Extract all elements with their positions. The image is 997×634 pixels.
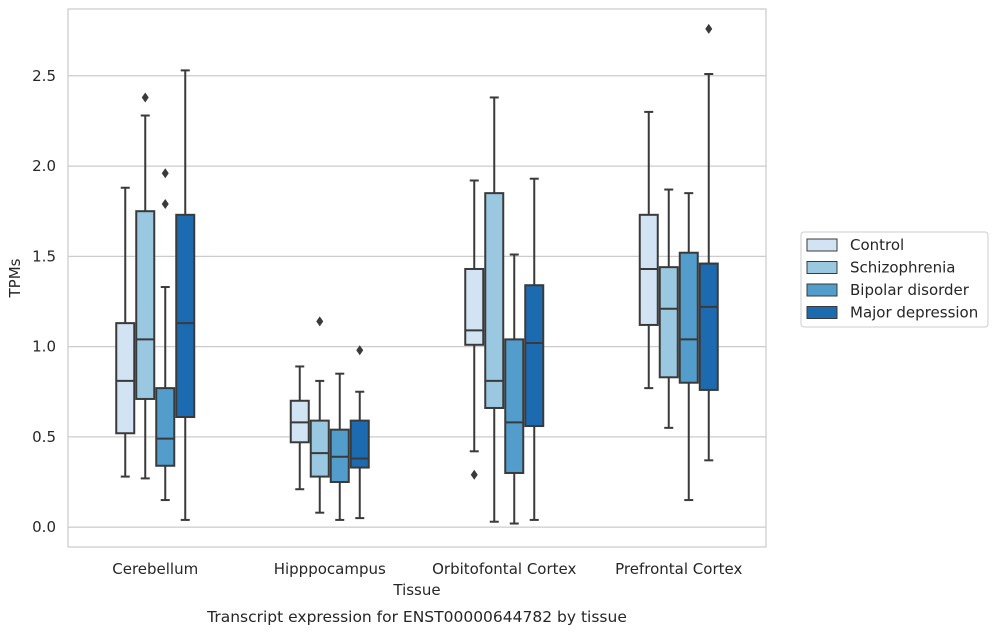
legend-label: Control (850, 236, 904, 254)
box-group (504, 253, 525, 525)
legend-label: Major depression (850, 304, 978, 322)
box-group (289, 365, 310, 491)
box (678, 251, 699, 384)
box-group (464, 179, 485, 480)
legend-swatch (806, 238, 838, 252)
box-group (658, 188, 679, 429)
box-group (329, 372, 350, 521)
box (504, 338, 525, 474)
y-axis-label: TPMs (6, 258, 24, 298)
box-group (678, 192, 699, 502)
legend-label: Schizophrenia (850, 259, 955, 277)
x-tick-label: Orbitofontal Cortex (432, 560, 576, 578)
box-group (155, 168, 176, 502)
outlier-point (356, 345, 364, 356)
y-tick-label: 2.5 (32, 67, 56, 85)
y-tick-label: 0.5 (32, 428, 56, 446)
box-group (135, 92, 156, 480)
box (698, 262, 719, 391)
box-group (638, 110, 659, 390)
box (464, 267, 485, 346)
outlier-point (161, 168, 169, 179)
y-tick-label: 2.0 (32, 157, 56, 175)
box (349, 419, 370, 469)
legend-swatch (806, 261, 838, 274)
x-axis-label: Tissue (392, 581, 440, 599)
y-tick-label: 0.0 (32, 518, 56, 536)
box (658, 266, 679, 379)
legend: Control Schizophrenia Bipolar disorder Majo… (800, 231, 989, 328)
x-tick-label: Cerebellum (112, 560, 198, 578)
y-tick-label: 1.5 (32, 247, 56, 265)
box-plot-area (115, 23, 719, 525)
box (115, 322, 136, 435)
box (524, 284, 545, 428)
x-axis-ticks: Cerebellum Hipppocampus Orbitofontal Corte… (112, 560, 742, 578)
box-group (115, 186, 136, 478)
outlier-point (316, 316, 324, 327)
x-tick-label: Prefrontal Cortex (615, 560, 742, 578)
box-group (524, 177, 545, 521)
box-group (349, 345, 370, 520)
outlier-point (705, 23, 713, 34)
box-group (698, 23, 719, 462)
outlier-point (161, 198, 169, 209)
box-group (309, 316, 330, 514)
x-tick-label: Hipppocampus (274, 560, 386, 578)
box (135, 210, 156, 400)
box-group (484, 96, 505, 523)
legend-swatch (806, 306, 838, 319)
box (309, 419, 330, 478)
box-group (175, 69, 196, 521)
y-axis-ticks: 0.0 0.5 1.0 1.5 2.0 2.5 (32, 67, 56, 536)
outlier-point (470, 469, 478, 480)
box (155, 387, 176, 467)
chart-caption: Transcript expression for ENST0000064478… (206, 608, 627, 626)
y-tick-label: 1.0 (32, 338, 56, 356)
box (175, 213, 196, 419)
box (484, 192, 505, 409)
legend-swatch (806, 283, 838, 297)
outlier-point (141, 92, 149, 103)
legend-frame (800, 231, 989, 328)
legend-label: Bipolar disorder (850, 281, 970, 299)
plot-frame (67, 8, 767, 548)
